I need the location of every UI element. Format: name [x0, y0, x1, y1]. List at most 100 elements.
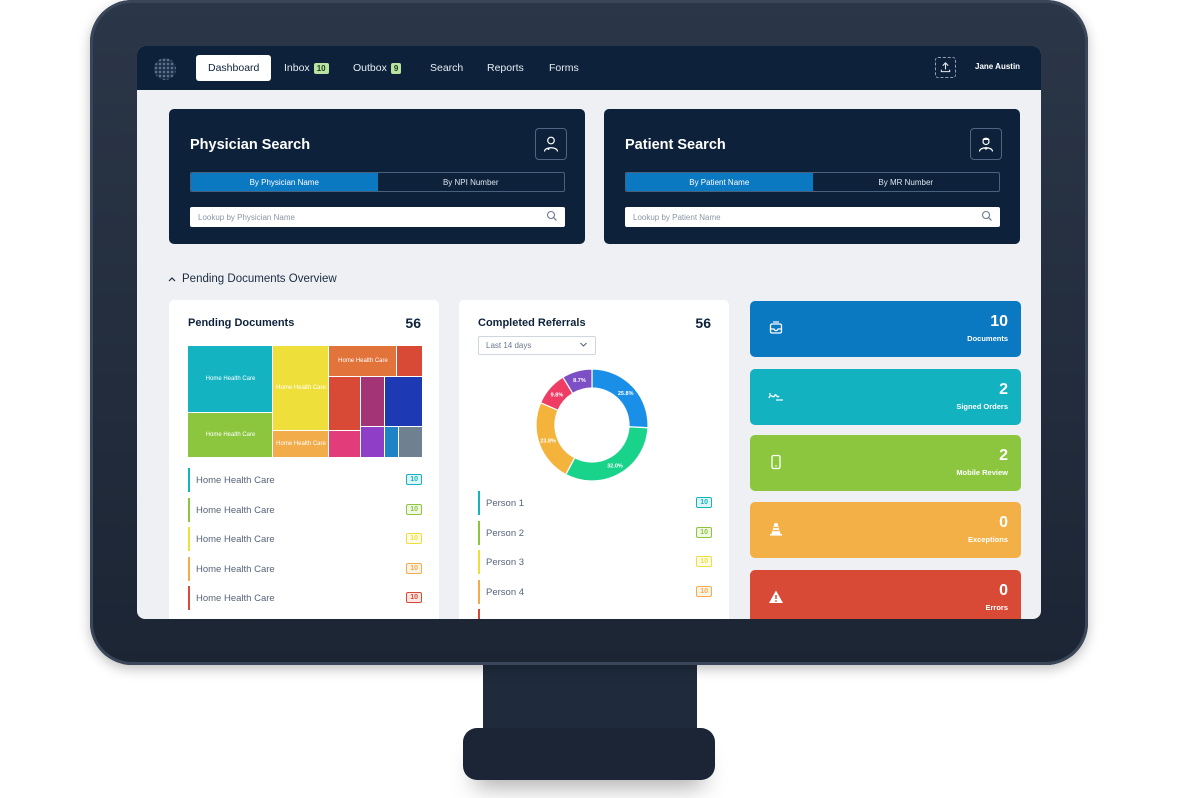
legend-color-bar — [478, 609, 480, 619]
tab-by-physician-name[interactable]: By Physician Name — [191, 173, 378, 191]
treemap-cell[interactable]: Home Health Care — [272, 430, 330, 458]
pending-documents-title: Pending Documents — [188, 317, 295, 329]
top-nav: Dashboard Inbox 10 Outbox 9 Search Repor… — [137, 46, 1041, 90]
treemap-cell[interactable]: Home Health Care — [187, 345, 274, 414]
pending-documents-treemap: Home Health Care Home Health Care Home H… — [187, 345, 423, 458]
list-item-label: Person 1 — [486, 498, 525, 509]
nav-forms[interactable]: Forms — [549, 62, 579, 74]
date-range-select[interactable]: Last 14 days — [478, 336, 596, 355]
donut-slice-label: 9.8% — [551, 392, 564, 398]
list-item-label: Home Health Care — [196, 475, 275, 486]
nav-inbox[interactable]: Inbox 10 — [284, 55, 329, 81]
treemap-cell[interactable] — [398, 426, 423, 458]
treemap-cell[interactable] — [360, 426, 386, 458]
nav-dashboard[interactable]: Dashboard — [196, 55, 272, 81]
completed-referrals-title: Completed Referrals — [478, 317, 586, 329]
search-icon[interactable] — [546, 210, 558, 222]
count-badge: 10 — [696, 497, 712, 508]
treemap-cell[interactable] — [360, 376, 386, 428]
list-item-label: Home Health Care — [196, 534, 275, 545]
list-item[interactable]: Person 3 10 — [478, 550, 712, 574]
stat-value: 10 — [990, 313, 1008, 330]
referrals-donut-chart: 25.8% 32.0% 23.8% 9.8% 8.7% — [535, 368, 649, 482]
list-item-label: Person 3 — [486, 557, 525, 568]
chevron-up-icon — [168, 277, 176, 282]
stat-value: 0 — [999, 514, 1008, 531]
legend-color-bar — [478, 579, 480, 604]
app-logo[interactable] — [154, 58, 176, 80]
stat-label: Mobile Review — [956, 468, 1008, 477]
list-item[interactable]: Home Health Care 10 — [188, 586, 422, 610]
stat-mobile-review-card[interactable]: 2 Mobile Review — [750, 435, 1021, 491]
pending-overview-toggle[interactable]: Pending Documents Overview — [168, 273, 337, 285]
treemap-cell[interactable] — [384, 376, 423, 428]
legend-color-bar — [188, 527, 190, 551]
legend-color-bar — [478, 520, 480, 545]
signature-icon — [767, 387, 785, 405]
count-badge: 10 — [406, 474, 422, 485]
tab-by-npi-number[interactable]: By NPI Number — [442, 177, 499, 187]
treemap-cell[interactable]: Home Health Care — [187, 412, 274, 458]
list-item[interactable]: Person 4 10 — [478, 579, 712, 604]
list-item[interactable]: Person 2 10 — [478, 520, 712, 545]
list-item[interactable]: Home Health Care 10 — [188, 468, 422, 492]
nav-reports[interactable]: Reports — [487, 62, 524, 74]
user-name[interactable]: Jane Austin — [975, 62, 1021, 71]
completed-referrals-count: 56 — [695, 315, 711, 331]
treemap-cell[interactable]: Home Health Care — [328, 345, 398, 378]
section-title: Pending Documents Overview — [182, 273, 337, 285]
stat-errors-card[interactable]: 0 Errors — [750, 570, 1021, 619]
stat-label: Exceptions — [967, 535, 1008, 544]
upload-button[interactable] — [935, 57, 956, 78]
count-badge: 10 — [406, 533, 422, 544]
list-item-label: Home Health Care — [196, 563, 275, 575]
donut-slice-label: 8.7% — [573, 378, 586, 384]
count-badge: 10 — [406, 592, 422, 603]
list-item[interactable]: Person 1 10 — [478, 491, 712, 515]
treemap-cell[interactable] — [328, 430, 362, 458]
count-badge: 10 — [406, 503, 422, 515]
donut-slice[interactable] — [562, 368, 593, 395]
list-item[interactable]: Home Health Care 10 — [188, 556, 422, 581]
physician-search-title: Physician Search — [190, 137, 311, 153]
stat-signed-orders-card[interactable]: 2 Signed Orders — [750, 369, 1021, 425]
list-item[interactable]: Home Health Care 10 — [188, 527, 422, 551]
list-item[interactable]: Home Health Care 10 — [188, 497, 422, 522]
patient-search-mode-toggle: By Patient Name By MR Number — [625, 172, 1000, 192]
search-icon[interactable] — [981, 210, 993, 222]
treemap-cell[interactable] — [328, 376, 362, 432]
outbox-count-badge: 9 — [390, 62, 402, 74]
pending-documents-count: 56 — [405, 315, 421, 331]
warning-icon — [767, 588, 785, 606]
treemap-cell[interactable]: Home Health Care — [272, 345, 330, 432]
patient-icon — [970, 128, 1002, 160]
nav-outbox[interactable]: Outbox 9 — [353, 55, 402, 81]
nav-search[interactable]: Search — [430, 62, 464, 74]
tab-by-patient-name[interactable]: By Patient Name — [626, 173, 813, 191]
app-screen: Dashboard Inbox 10 Outbox 9 Search Repor… — [137, 46, 1041, 619]
donut-slice[interactable] — [591, 368, 649, 429]
patient-search-input[interactable]: Lookup by Patient Name — [625, 207, 1000, 227]
legend-color-bar — [478, 491, 480, 515]
inbox-icon — [767, 319, 785, 337]
stat-value: 2 — [999, 381, 1008, 398]
chevron-down-icon — [580, 342, 587, 347]
donut-slice-label: 23.8% — [540, 438, 556, 444]
patient-search-card: Patient Search By Patient Name By MR Num… — [604, 109, 1020, 244]
physician-search-input[interactable]: Lookup by Physician Name — [190, 207, 565, 227]
pending-documents-panel: Pending Documents 56 Home Health Care Ho… — [169, 300, 439, 619]
list-item-label: Person 2 — [486, 527, 525, 539]
stat-label: Errors — [985, 603, 1008, 612]
treemap-cell[interactable] — [396, 345, 423, 378]
stat-documents-card[interactable]: 10 Documents — [750, 301, 1021, 357]
stat-exceptions-card[interactable]: 0 Exceptions — [750, 502, 1021, 558]
donut-slice[interactable] — [565, 426, 649, 482]
count-badge: 10 — [696, 556, 712, 567]
count-badge: 10 — [696, 526, 712, 538]
treemap-cell[interactable] — [384, 426, 400, 458]
list-item[interactable] — [478, 609, 712, 619]
upload-icon — [940, 62, 951, 73]
legend-color-bar — [188, 556, 190, 581]
stat-label: Signed Orders — [956, 402, 1008, 411]
tab-by-mr-number[interactable]: By MR Number — [878, 177, 934, 187]
